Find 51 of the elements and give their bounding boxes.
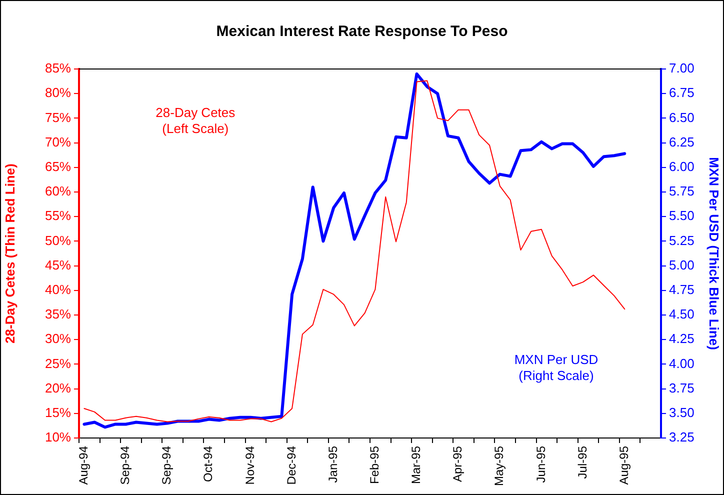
x-tick-label: Dec-94 [284, 446, 298, 485]
y2-tick-label: 3.50 [669, 404, 694, 420]
y2-tick-label: 4.00 [669, 356, 694, 371]
y-tick-label: 35% [44, 306, 72, 322]
y-tick-label: 65% [44, 158, 72, 174]
y2-tick-label: 5.75 [669, 184, 694, 199]
y-tick-label: 10% [44, 430, 72, 445]
y2-tick-label: 7.00 [669, 60, 694, 76]
x-tick-label: Aug-95 [616, 446, 631, 485]
x-tick-label: Sep-94 [118, 446, 132, 485]
x-tick-label: Oct-94 [201, 446, 216, 482]
y-tick-label: 40% [44, 282, 72, 297]
y2-tick-label: 6.75 [669, 85, 694, 100]
y2-tick-label: 5.25 [669, 232, 694, 248]
y2-tick-label: 5.50 [669, 208, 694, 224]
y-tick-label: 75% [44, 110, 72, 125]
y2-tick-label: 3.75 [669, 380, 694, 396]
y-tick-label: 60% [44, 184, 72, 199]
x-tick-label: Sep-94 [160, 446, 174, 485]
x-tick-label: Apr-95 [450, 446, 465, 482]
y-tick-label: 55% [44, 208, 72, 224]
x-tick-label: Jul-95 [575, 446, 590, 479]
y2-tick-label: 4.75 [669, 282, 694, 297]
y-tick-label: 25% [44, 356, 72, 371]
y2-tick-label: 4.50 [669, 306, 694, 322]
x-tick-label: Nov-94 [242, 446, 257, 485]
y2-tick-label: 5.00 [669, 257, 694, 272]
x-tick-label: Jan-95 [326, 446, 340, 483]
x-tick-label: May-95 [492, 446, 506, 486]
y2-axis-title: MXN Per USD (Thick Blue Line) [706, 157, 722, 350]
y-tick-label: 70% [44, 134, 72, 150]
y-tick-label: 85% [44, 60, 72, 76]
y2-tick-label: 3.25 [669, 430, 694, 445]
x-tick-label: Jun-95 [534, 446, 548, 483]
y-tick-label: 45% [44, 257, 72, 272]
y2-tick-label: 6.00 [669, 158, 694, 174]
y-tick-label: 15% [44, 404, 72, 420]
y-tick-label: 30% [44, 331, 72, 346]
x-tick-label: Mar-95 [409, 446, 424, 484]
y-tick-label: 20% [44, 380, 72, 396]
annotation: 28-Day Cetes (Left Scale) [156, 104, 236, 136]
y2-tick-label: 6.25 [669, 134, 694, 150]
x-tick-label: Aug-94 [76, 446, 91, 485]
y-axis-title: 28-Day Cetes (Thin Red Line) [2, 164, 18, 344]
y2-tick-label: 4.25 [669, 331, 694, 346]
y-tick-label: 50% [44, 232, 72, 248]
x-tick-label: Feb-95 [368, 446, 382, 484]
y-tick-label: 80% [44, 85, 72, 100]
annotation: MXN Per USD (Right Scale) [514, 352, 598, 384]
y2-tick-label: 6.50 [669, 110, 694, 125]
chart-title: Mexican Interest Rate Response To Peso [216, 23, 508, 40]
